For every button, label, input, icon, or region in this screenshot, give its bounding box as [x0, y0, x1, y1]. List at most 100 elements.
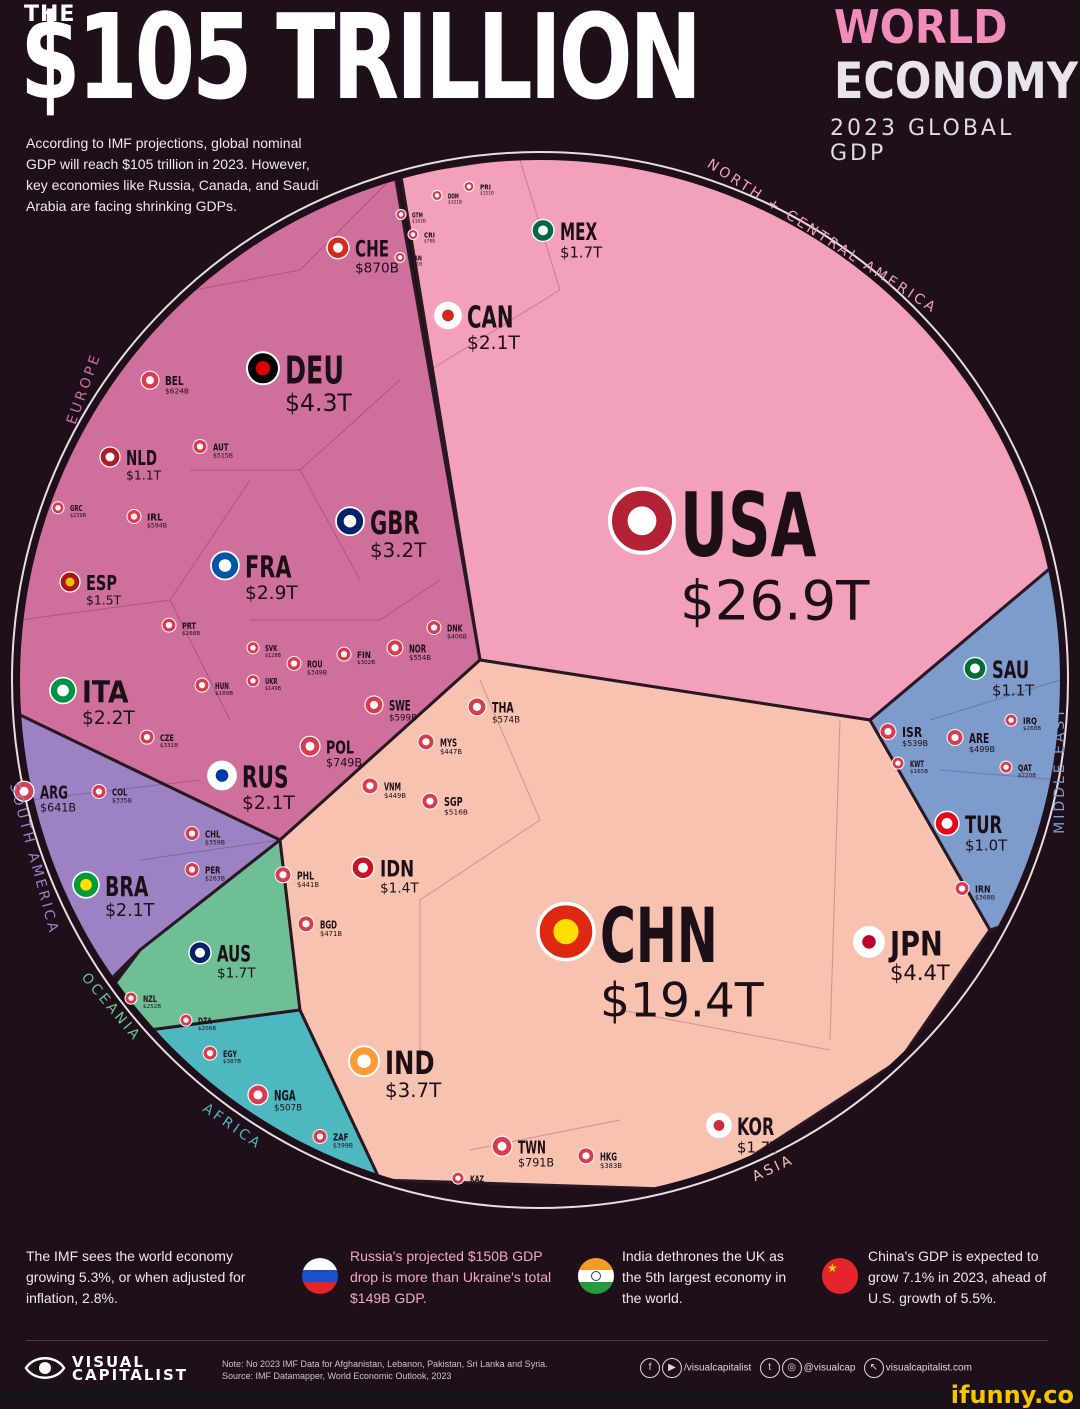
country-hkg: HKG$383B	[577, 1147, 622, 1170]
country-code: ARE	[969, 732, 989, 747]
country-code: TUR	[965, 811, 1002, 839]
country-gdp-value: $1.1T	[126, 467, 162, 482]
country-code: CZE	[160, 734, 174, 744]
country-gdp-value: $441B	[297, 881, 319, 889]
country-gdp-value: $406B	[447, 634, 467, 641]
country-code: CHL	[205, 830, 221, 841]
cell-divider	[939, 769, 1060, 781]
country-jpn: JPN$4.4T	[853, 925, 950, 985]
country-code: IRL	[147, 513, 163, 524]
fin-flag-emblem	[340, 651, 348, 658]
country-sau: SAU$1.1T	[963, 656, 1035, 699]
country-gdp-value: $471B	[320, 930, 342, 938]
country-code: ROU	[307, 660, 323, 671]
country-code: CHN	[600, 891, 718, 980]
country-fin: FIN$302B	[336, 646, 375, 666]
cell-divider	[29, 779, 201, 801]
country-code: POL	[326, 738, 354, 759]
country-code: FIN	[357, 651, 371, 661]
country-ukr: UKR$149B	[246, 674, 282, 692]
cell-divider	[379, 579, 441, 621]
country-gdp-value: $599B	[389, 714, 417, 724]
country-code: BEL	[165, 374, 184, 388]
india-flag-icon	[578, 1258, 614, 1294]
country-code: ITA	[82, 676, 129, 711]
country-swe: SWE$599B	[364, 695, 417, 724]
bel-flag-emblem	[145, 376, 155, 385]
country-code: HKG	[600, 1150, 617, 1163]
country-code: QAT	[1018, 764, 1033, 774]
country-gdp-value: $539B	[902, 739, 928, 748]
country-code: PER	[205, 866, 221, 877]
country-qat: QAT$220B	[999, 760, 1036, 779]
phl-flag-emblem	[279, 871, 287, 879]
pri-flag-emblem	[466, 184, 472, 189]
country-col: COL$335B	[91, 784, 132, 805]
country-code: DEU	[285, 349, 344, 393]
country-nga: NGA$507B	[247, 1084, 302, 1114]
country-gdp-value: $1.0T	[965, 836, 1008, 854]
facebook-icon[interactable]: f	[640, 1358, 660, 1378]
country-mex: MEX$1.7T	[531, 218, 603, 261]
country-dom: DOM$121B	[431, 189, 462, 205]
country-prt: PRT$268B	[161, 617, 200, 637]
hun-flag-emblem	[198, 682, 206, 689]
nld-flag-emblem	[105, 452, 115, 462]
sgp-flag-emblem	[426, 797, 434, 805]
country-usa: USA$26.9T	[608, 474, 870, 632]
country-code: CRI	[424, 231, 435, 239]
website-icon[interactable]: ↖	[863, 1358, 884, 1378]
country-code: AUS	[217, 943, 251, 968]
prt-flag-emblem	[165, 622, 173, 629]
country-gdp-value: $302B	[357, 660, 375, 666]
country-code: BRA	[105, 870, 149, 903]
china-flag-icon: ★	[822, 1258, 858, 1294]
country-kaz: KAZ$246B	[451, 1171, 488, 1190]
country-irq: IRQ$268B	[1004, 713, 1041, 732]
mex-flag-emblem	[538, 225, 548, 236]
cell-divider	[169, 599, 231, 721]
country-code: MEX	[560, 218, 598, 246]
country-gdp-value: $515B	[213, 453, 233, 460]
country-bgd: BGD$471B	[297, 915, 342, 938]
country-gdp-value: $78B	[424, 238, 435, 244]
deu-flag-emblem	[255, 361, 271, 376]
title-economy: ECONOMY	[834, 52, 1078, 110]
country-gdp-value: $331B	[160, 743, 178, 749]
country-gdp-value: $359B	[205, 840, 225, 847]
country-per: PER$263B	[184, 862, 225, 883]
country-chn: CHN$19.4T	[536, 891, 764, 1029]
country-code: ESP	[86, 571, 117, 595]
chart-outer-ring	[11, 151, 1069, 1209]
watermark-bar	[0, 1384, 1080, 1406]
intro-text: According to IMF projections, global nom…	[26, 135, 319, 214]
kor-flag-emblem	[713, 1120, 725, 1131]
country-gdp-value: $220B	[1018, 773, 1036, 779]
country-gdp-value: $2.9T	[245, 583, 298, 604]
country-gdp-value: $2.1T	[242, 793, 295, 814]
country-code: PRI	[480, 183, 491, 191]
country-gdp-value: $507B	[274, 1104, 302, 1114]
cell-divider	[929, 679, 1060, 721]
country-code: SVK	[265, 644, 278, 653]
isr-flag-emblem	[884, 727, 892, 736]
country-sgp: SGP$516B	[421, 792, 468, 817]
country-code: USA	[680, 474, 816, 577]
social-links[interactable]: f ▶/visualcapitalist t ◎ @visualcap ↖ visual…	[640, 1358, 972, 1378]
country-twn: TWN$791B	[491, 1135, 554, 1169]
instagram-icon[interactable]: ◎	[781, 1358, 802, 1378]
country-fra: FRA$2.9T	[210, 551, 298, 604]
youtube-icon[interactable]: ▶	[662, 1358, 682, 1378]
cell-divider	[20, 599, 171, 621]
egy-flag-emblem	[206, 1050, 214, 1057]
country-code: TWN	[518, 1138, 546, 1159]
hkg-flag-emblem	[582, 1152, 590, 1160]
country-code: NGA	[274, 1089, 296, 1105]
cell-divider	[299, 379, 401, 471]
ita-flag-emblem	[57, 684, 69, 697]
region-label: ASIA	[750, 1152, 797, 1185]
irl-flag-emblem	[130, 513, 138, 520]
country-gdp-value: $2.2T	[82, 708, 135, 729]
twitter-icon[interactable]: t	[759, 1358, 780, 1378]
country-rus: RUS$2.1T	[207, 761, 295, 814]
